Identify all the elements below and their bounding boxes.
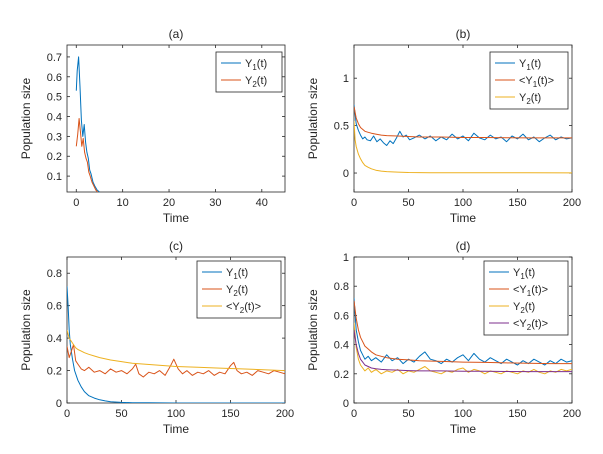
x-tick-label: 150 [508,408,526,420]
legend-label: <Y2(t)> [226,301,261,315]
x-tick-label: 200 [276,408,294,420]
series-group [354,104,572,174]
y-axis-label: Population size [306,289,320,371]
y-tick-label: 1 [343,252,349,264]
chart-title: (b) [456,27,471,41]
chart-title: (d) [456,239,471,253]
chart-panel-0: (a) 0 10 20 30 40 0.1 0.2 0.3 0.4 0.5 0.6 0.7 Time Pop… [19,27,286,225]
y-tick-label: 0.6 [334,310,349,322]
legend: Y1(t) <Y1(t)> Y2(t) [489,51,569,110]
legend-label: Y1(t) [245,58,267,72]
x-tick-label: 200 [563,408,581,420]
x-tick-label: 100 [454,408,472,420]
legend: Y1(t) Y2(t) <Y2(t)> [196,260,282,319]
x-tick-label: 150 [221,408,239,420]
legend-box [215,51,283,93]
x-tick-label: 0 [351,408,357,420]
y-axis-label: Population size [19,77,33,159]
y-tick-label: 0.2 [47,151,62,163]
y-axis-label: Population size [306,77,320,159]
legend-label: Y2(t) [513,301,535,315]
y-tick-label: 0.5 [334,121,349,133]
x-tick-label: 0 [73,197,79,209]
chart-panel-1: (b) 0 50 100 150 200 0 0.5 1 Time Population size Y… [306,27,581,225]
x-tick-label: 200 [563,197,581,209]
y-tick-label: 0 [343,168,349,180]
series-group [67,286,285,403]
legend-label: <Y2(t)> [513,318,548,332]
y-tick-label: 0.7 [47,52,62,64]
chart-title: (a) [169,27,184,41]
legend-label: <Y1(t)> [513,284,548,298]
series-group [354,297,572,375]
y-tick-label: 0.4 [47,112,62,124]
x-tick-label: 100 [167,408,185,420]
x-axis-label: Time [163,211,190,225]
legend-label: Y2(t) [226,284,248,298]
y-tick-label: 0.3 [47,131,62,143]
series-line [354,104,572,146]
y-tick-label: 0.8 [47,268,62,280]
legend-label: Y2(t) [245,75,267,89]
x-tick-label: 20 [163,197,175,209]
legend-label: Y2(t) [519,92,541,106]
series-line [75,56,100,192]
legend-label: Y1(t) [513,267,535,281]
series-line [354,329,572,373]
x-axis-label: Time [450,422,477,436]
y-axis-label: Population size [19,289,33,371]
legend-label: <Y1(t)> [519,75,554,89]
y-tick-label: 0.1 [47,171,62,183]
y-tick-label: 0.5 [47,92,62,104]
y-tick-label: 0 [56,398,62,410]
series-line [75,118,98,192]
series-line [67,329,285,372]
x-tick-label: 50 [115,408,127,420]
y-tick-label: 0.2 [334,369,349,381]
x-tick-label: 50 [402,408,414,420]
x-tick-label: 50 [402,197,414,209]
series-line [354,106,572,139]
chart-panel-2: (c) 0 50 100 150 200 0 0.2 0.4 0.6 0.8 Time Populati… [19,239,294,436]
x-tick-label: 40 [256,197,268,209]
legend: Y1(t) <Y1(t)> Y2(t) <Y2(t)> [483,260,569,336]
x-tick-label: 100 [454,197,472,209]
chart-panel-3: (d) 0 50 100 150 200 0 0.2 0.4 0.6 0.8 1 Time Populat… [306,239,581,436]
legend-label: Y1(t) [226,267,248,281]
series-line [354,322,572,375]
series-line [354,120,572,174]
y-tick-label: 1 [343,73,349,85]
chart-title: (c) [169,239,183,253]
x-tick-label: 30 [209,197,221,209]
y-tick-label: 0 [343,398,349,410]
x-tick-label: 150 [508,197,526,209]
y-tick-label: 0.4 [47,333,62,345]
x-tick-label: 10 [117,197,129,209]
x-tick-label: 0 [351,197,357,209]
x-axis-label: Time [450,211,477,225]
series-group [75,56,100,192]
y-tick-label: 0.6 [47,72,62,84]
series-line [67,344,285,378]
legend-label: Y1(t) [519,58,541,72]
y-tick-label: 0.4 [334,340,349,352]
x-tick-label: 0 [64,408,70,420]
legend: Y1(t) Y2(t) [215,51,283,93]
series-line [67,286,285,403]
y-tick-label: 0.8 [334,281,349,293]
y-tick-label: 0.2 [47,366,62,378]
y-tick-label: 0.6 [47,301,62,313]
series-line [354,300,572,365]
x-axis-label: Time [163,422,190,436]
